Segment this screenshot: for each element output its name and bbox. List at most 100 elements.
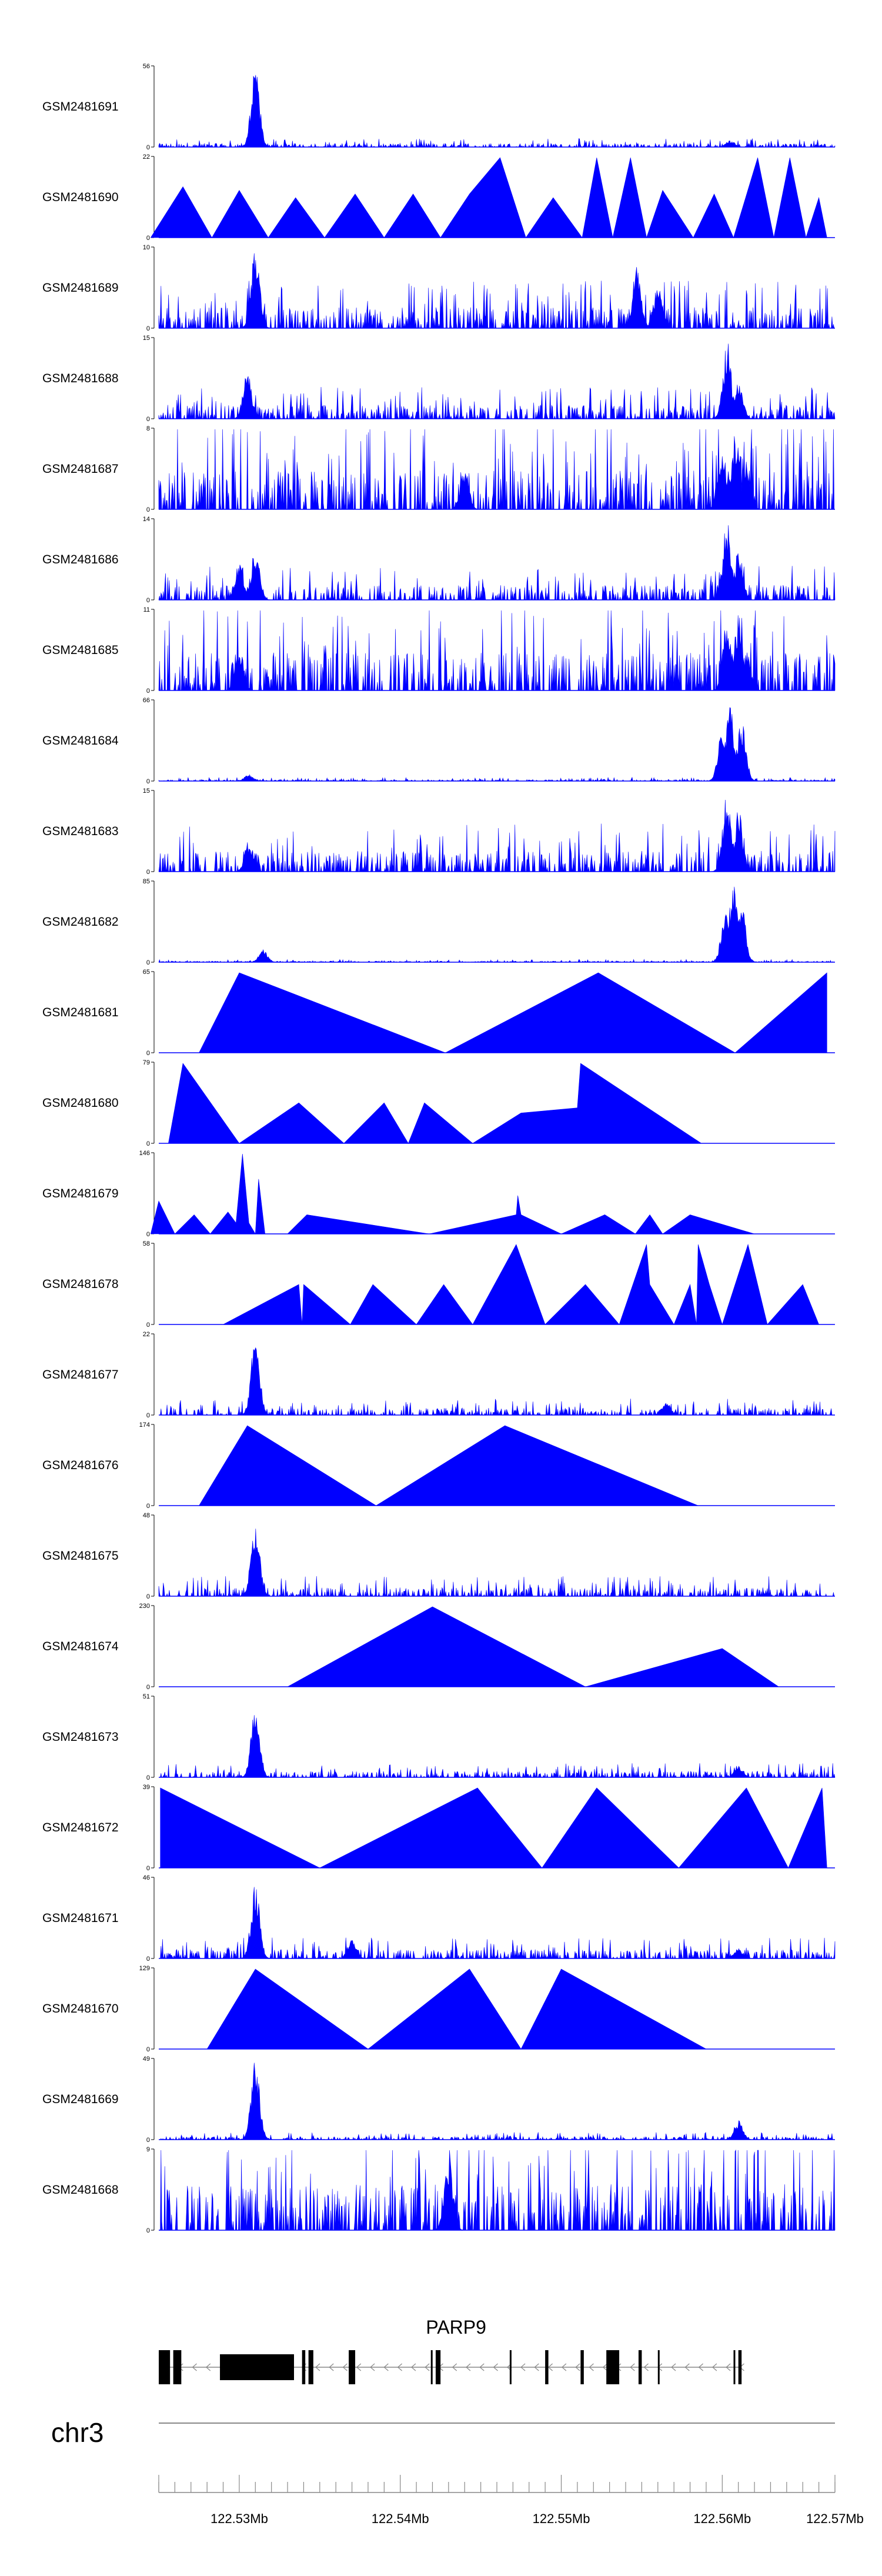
strand-arrow <box>397 2363 402 2371</box>
y-max-label: 39 <box>143 1784 150 1791</box>
track-GSM2481669: GSM2481669 49 0 <box>42 2056 835 2144</box>
y-min-label: 0 <box>146 325 150 332</box>
y-max-label: 51 <box>143 1693 150 1700</box>
exon <box>159 2350 171 2384</box>
strand-arrow <box>452 2363 457 2371</box>
signal-area <box>159 1347 835 1416</box>
track-label: GSM2481688 <box>42 372 119 385</box>
y-max-label: 56 <box>143 63 150 70</box>
y-min-label: 0 <box>146 688 150 695</box>
strand-arrow <box>410 2363 416 2371</box>
track-GSM2481682: GSM2481682 85 0 <box>42 878 836 966</box>
track-GSM2481672: GSM2481672 39 0 <box>42 1784 835 1872</box>
y-max-label: 15 <box>143 335 150 342</box>
track-label: GSM2481686 <box>42 553 119 566</box>
exon <box>580 2350 584 2384</box>
y-min-label: 0 <box>146 778 150 785</box>
y-max-label: 85 <box>143 878 150 885</box>
signal-area <box>158 253 835 329</box>
track-label: GSM2481678 <box>42 1277 119 1291</box>
strand-arrow <box>493 2363 498 2371</box>
track-label: GSM2481684 <box>42 734 119 748</box>
track-label: GSM2481679 <box>42 1187 119 1200</box>
y-min-label: 0 <box>146 1774 150 1781</box>
track-GSM2481671: GSM2481671 46 0 <box>42 1874 836 1963</box>
y-min-label: 0 <box>146 506 150 513</box>
signal-area <box>287 1606 780 1687</box>
data-tracks: GSM2481691560GSM2481690220GSM2481689100G… <box>42 63 836 2234</box>
y-max-label: 66 <box>143 697 150 704</box>
track-label: GSM2481676 <box>42 1459 119 1472</box>
track-GSM2481689: GSM2481689 10 0 <box>42 244 835 332</box>
axis-tick-label: 122.56Mb <box>693 2511 751 2526</box>
chromosome-track: chr3 <box>51 2417 835 2448</box>
signal-area <box>198 1425 699 1506</box>
genome-axis: 122.53Mb 122.54Mb 122.55Mb 122.56Mb 122.57Mb <box>158 2475 864 2526</box>
signal-area <box>158 75 836 148</box>
strand-arrow <box>466 2363 471 2371</box>
track-label: GSM2481670 <box>42 2002 119 2016</box>
exon <box>509 2350 512 2384</box>
track-label: GSM2481691 <box>42 100 119 114</box>
strand-arrow <box>520 2363 526 2371</box>
signal-area <box>158 799 836 872</box>
chromosome-label: chr3 <box>51 2417 103 2448</box>
strand-arrow <box>205 2363 211 2371</box>
exon <box>435 2350 441 2384</box>
y-min-label: 0 <box>146 597 150 604</box>
track-label: GSM2481682 <box>42 915 119 929</box>
y-max-label: 230 <box>139 1603 150 1610</box>
signal-area <box>158 707 836 782</box>
track-label: GSM2481671 <box>42 1911 119 1925</box>
track-GSM2481686: GSM2481686 14 0 <box>42 516 836 604</box>
track-GSM2481673: GSM2481673 51 0 <box>42 1693 836 1781</box>
track-GSM2481681: GSM2481681 65 0 <box>42 969 835 1057</box>
track-GSM2481679: GSM2481679 146 0 <box>42 1150 835 1238</box>
track-GSM2481690: GSM2481690 22 0 <box>42 154 835 242</box>
y-min-label: 0 <box>146 1684 150 1691</box>
exon <box>349 2350 356 2384</box>
strand-arrow <box>589 2363 594 2371</box>
signal-area <box>168 1063 702 1144</box>
signal-area <box>150 1153 755 1234</box>
strand-arrow <box>192 2363 197 2371</box>
track-GSM2481688: GSM2481688 15 0 <box>42 335 836 423</box>
signal-area <box>159 1887 836 1960</box>
strand-arrow <box>561 2363 567 2371</box>
track-GSM2481674: GSM2481674 230 0 <box>42 1603 835 1691</box>
y-max-label: 10 <box>143 244 150 251</box>
signal-area <box>158 886 836 963</box>
y-min-label: 0 <box>146 2046 150 2053</box>
track-label: GSM2481675 <box>42 1549 119 1563</box>
y-max-label: 11 <box>143 606 150 613</box>
strand-arrow <box>602 2363 608 2371</box>
signal-area <box>158 1529 835 1597</box>
strand-arrow <box>726 2363 731 2371</box>
y-min-label: 0 <box>146 959 150 966</box>
track-label: GSM2481673 <box>42 1730 119 1744</box>
track-GSM2481683: GSM2481683 15 0 <box>42 788 836 876</box>
track-label: GSM2481672 <box>42 1821 119 1834</box>
gene-label: PARP9 <box>426 2317 486 2338</box>
strand-arrow <box>479 2363 485 2371</box>
track-GSM2481668: GSM2481668 9 0 <box>42 2146 836 2234</box>
y-min-label: 0 <box>146 1050 150 1057</box>
y-max-label: 9 <box>146 2146 150 2153</box>
y-max-label: 65 <box>143 969 150 976</box>
signal-area <box>159 2063 835 2141</box>
y-max-label: 14 <box>143 516 150 523</box>
gene-model-track: PARP9 <box>159 2317 744 2384</box>
y-min-label: 0 <box>146 416 150 423</box>
signal-area <box>159 2149 836 2231</box>
y-max-label: 15 <box>143 788 150 795</box>
strand-arrow <box>425 2363 430 2371</box>
y-min-label: 0 <box>146 1231 150 1238</box>
strand-arrow <box>342 2363 348 2371</box>
y-min-label: 0 <box>146 2227 150 2234</box>
y-min-label: 0 <box>146 869 150 876</box>
signal-area <box>158 610 836 691</box>
y-min-label: 0 <box>146 144 150 151</box>
track-label: GSM2481689 <box>42 281 119 295</box>
track-GSM2481680: GSM2481680 79 0 <box>42 1059 835 1147</box>
